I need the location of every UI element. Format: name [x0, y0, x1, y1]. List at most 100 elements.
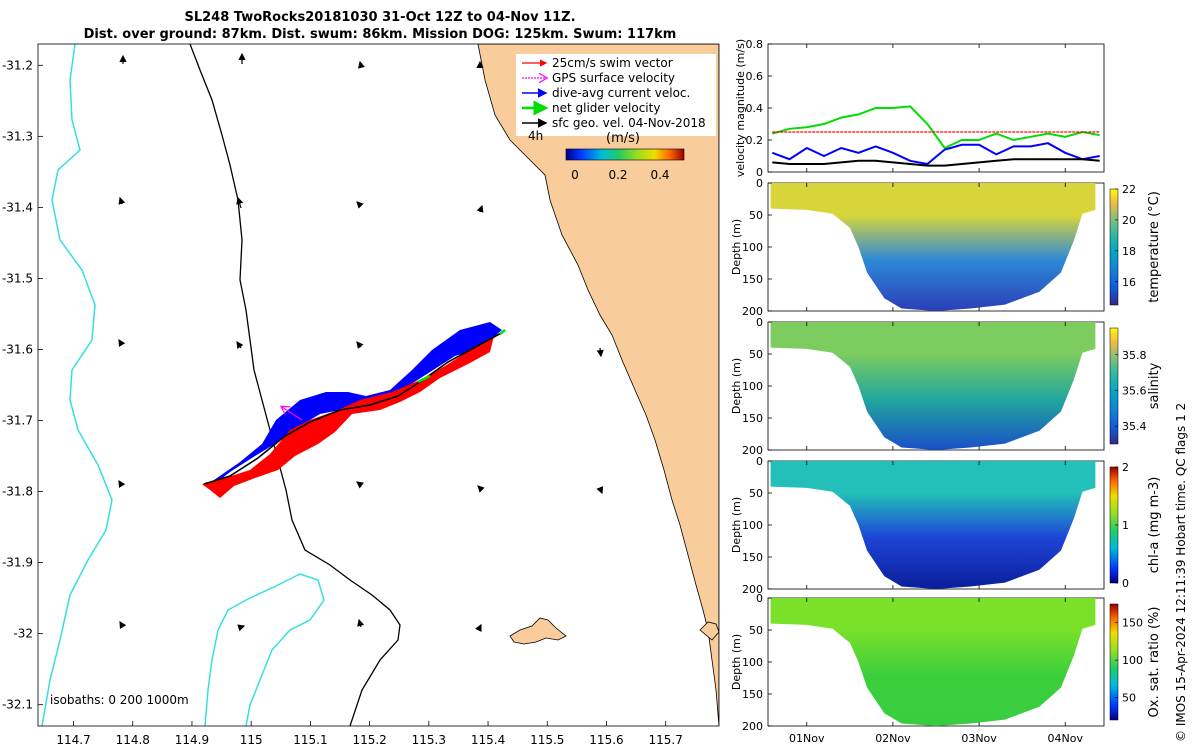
map-colorbar-label: (m/s) — [606, 131, 640, 146]
velocity-y-tick-label: 0.6 — [746, 70, 764, 83]
colorbar-tick-label: 50 — [1122, 692, 1136, 705]
depth-tick-label: 150 — [742, 273, 763, 286]
map-x-tick-label: 115 — [240, 733, 263, 747]
section-panel-chlorophyll: 0 50 100 150 200 Depth (m) 0 1 2 chl-a (mg m-3) — [730, 455, 1162, 596]
depth-tick-label: 200 — [742, 583, 763, 596]
map-x-tick-label: 114.7 — [56, 733, 90, 747]
swim-vector-band — [202, 336, 494, 498]
section-data-field — [770, 461, 1096, 589]
colorbar-label: Ox. sat. ratio (%) — [1147, 607, 1162, 718]
depth-axis-label: Depth (m) — [730, 219, 743, 275]
map-y-tick-label: -31.9 — [2, 556, 33, 570]
isobath-legend: isobaths: 0 200 1000m — [50, 693, 189, 707]
colorbar-tick-label: 18 — [1122, 245, 1136, 258]
velocity-y-tick-label: 0.4 — [746, 102, 764, 115]
velocity-series-line — [771, 142, 1100, 166]
depth-tick-label: 200 — [742, 720, 763, 733]
velocity-series — [771, 105, 1100, 167]
depth-tick-label: 0 — [756, 316, 763, 329]
colorbar-label: temperature (°C) — [1147, 191, 1162, 303]
gps-surface-velocity-arrow — [282, 407, 303, 421]
time-tick-label: 04Nov — [1047, 732, 1083, 745]
map-y-tick-label: -31.6 — [2, 342, 33, 356]
map-x-tick-label: 115.2 — [352, 733, 386, 747]
map-y-tick-label: -32 — [13, 627, 33, 641]
depth-tick-label: 50 — [749, 624, 763, 637]
colorbar-tick-label: 2 — [1122, 461, 1129, 474]
velocity-panel: 0 0.2 0.4 0.6 0.8 velocity magnitude (m/s) — [734, 38, 1105, 179]
map-colorbar-tick: 0.4 — [650, 168, 669, 182]
depth-axis-label: Depth (m) — [730, 634, 743, 690]
section-panel-oxygen-saturation: 0 50 100 150 200 Depth (m) 50 100 150 Ox. sat. ra… — [730, 592, 1162, 733]
velocity-y-tick-label: 0 — [756, 166, 763, 179]
depth-tick-label: 150 — [742, 412, 763, 425]
depth-tick-label: 100 — [742, 241, 763, 254]
velocity-series-line — [772, 158, 1100, 167]
section-data-field — [770, 598, 1096, 726]
depth-tick-label: 200 — [742, 444, 763, 457]
depth-tick-label: 0 — [756, 177, 763, 190]
velocity-series-line — [772, 105, 1100, 150]
map-y-tick-label: -31.7 — [2, 414, 33, 428]
map-x-tick-label: 115.4 — [471, 733, 505, 747]
time-axis: 01Nov 02Nov 03Nov 04Nov — [789, 44, 1083, 745]
depth-tick-label: 150 — [742, 551, 763, 564]
legend-current-label: dive-avg current veloc. — [552, 86, 690, 100]
island-small — [699, 621, 719, 641]
colorbar-tick-label: 35.4 — [1122, 420, 1147, 433]
map-y-tick-label: -31.4 — [2, 200, 33, 214]
colorbar-tick-label: 100 — [1122, 654, 1143, 667]
legend-geo-label: sfc geo. vel. 04-Nov-2018 — [552, 116, 706, 130]
colorbar-tick-label: 150 — [1122, 617, 1143, 630]
section-data-field — [770, 322, 1096, 450]
colorbar-tick-label: 16 — [1122, 276, 1136, 289]
glider-track-line — [203, 331, 504, 485]
depth-tick-label: 50 — [749, 487, 763, 500]
copyright-credit: © IMOS 15-Apr-2024 12:11:39 Hobart time.… — [1174, 402, 1188, 742]
depth-tick-label: 100 — [742, 656, 763, 669]
section-colorbar — [1109, 188, 1119, 306]
colorbar-tick-label: 1 — [1122, 519, 1129, 532]
map-x-tick-label: 114.9 — [175, 733, 209, 747]
depth-tick-label: 0 — [756, 592, 763, 605]
chart-title-line1: SL248 TwoRocks20181030 31-Oct 12Z to 04-… — [184, 10, 576, 25]
legend-gps-label: GPS surface velocity — [552, 71, 675, 85]
chart-title-line2: Dist. over ground: 87km. Dist. swum: 86k… — [83, 27, 677, 42]
map-x-tick-label: 115.5 — [530, 733, 564, 747]
section-colorbar — [1109, 327, 1119, 445]
map-y-tick-label: -31.5 — [2, 271, 33, 285]
time-interval-label: 4h — [528, 129, 543, 143]
depth-tick-label: 50 — [749, 209, 763, 222]
velocity-y-ticks: 0 0.2 0.4 0.6 0.8 — [746, 38, 772, 179]
section-data-field — [770, 183, 1096, 311]
colorbar-tick-label: 0 — [1122, 577, 1129, 590]
colorbar-tick-label: 35.8 — [1122, 349, 1147, 362]
map-x-tick-label: 114.8 — [116, 733, 150, 747]
map-panel: 114.7 114.8 114.9 115 115.1 115.2 115.3 115.4 11… — [2, 43, 720, 747]
map-x-tick-label: 115.7 — [649, 733, 683, 747]
velocity-ylabel: velocity magnitude (m/s) — [734, 39, 747, 177]
time-tick-label: 03Nov — [961, 732, 997, 745]
velocity-y-tick-label: 0.2 — [746, 134, 764, 147]
isobath-1000m — [41, 44, 113, 726]
legend-net-label: net glider velocity — [552, 101, 660, 115]
colorbar-label: chl-a (mg m-3) — [1147, 477, 1162, 574]
map-colorbar-tick: 0 — [571, 168, 579, 182]
map-y-tick-label: -32.1 — [2, 698, 33, 712]
land-area — [477, 44, 719, 726]
map-colorbar-tick: 0.2 — [608, 168, 627, 182]
depth-axis-label: Depth (m) — [730, 358, 743, 414]
depth-tick-label: 0 — [756, 455, 763, 468]
colorbar-tick-label: 22 — [1122, 183, 1136, 196]
velocity-y-tick-label: 0.8 — [746, 38, 764, 51]
map-y-tick-label: -31.3 — [2, 129, 33, 143]
map-x-ticks: 114.7 114.8 114.9 115 115.1 115.2 115.3 115.4 11… — [56, 721, 683, 747]
time-tick-label: 01Nov — [789, 732, 825, 745]
isobath-1000m-seamount — [204, 573, 325, 726]
map-legend: 25cm/s swim vector GPS surface velocity … — [516, 54, 716, 136]
map-y-tick-label: -31.2 — [2, 58, 33, 72]
map-x-tick-label: 115.6 — [589, 733, 623, 747]
island — [509, 617, 567, 645]
